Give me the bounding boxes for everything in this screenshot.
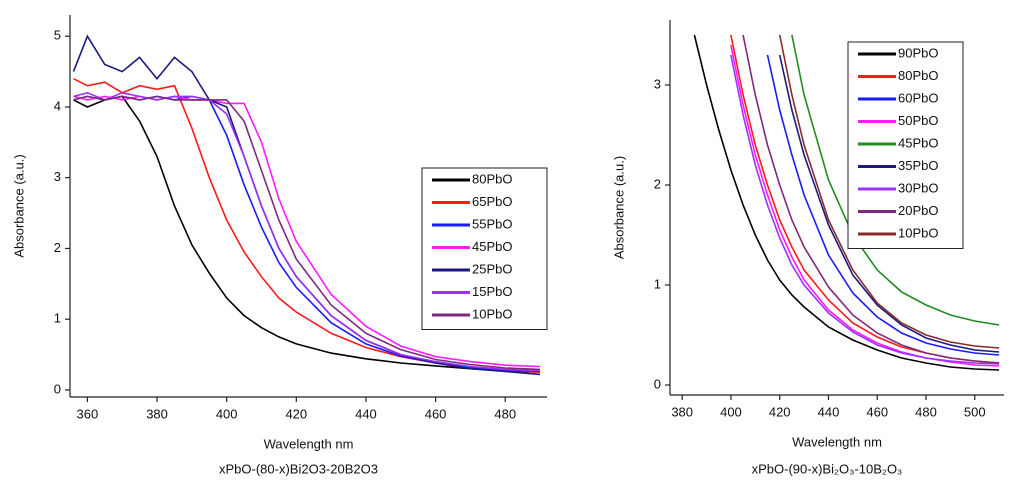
x-tick-label: 480 (915, 404, 937, 419)
x-tick-label: 400 (216, 406, 238, 421)
y-tick-label: 2 (54, 240, 61, 255)
panel: 360 380 400 420 440 460 480 0 1 2 3 4 5 Wavelength nm… (11, 15, 548, 476)
data-line (742, 34, 1000, 364)
y-tick-label: 4 (54, 98, 61, 113)
y-axis-label: Absorbance (a.u.) (11, 154, 26, 257)
legend-label: 50PbO (898, 113, 938, 128)
data-line (778, 54, 1000, 353)
legend-label: 80PbO (472, 171, 512, 186)
legend-label: 60PbO (898, 90, 938, 105)
plot-lines (72, 34, 541, 376)
legend-label: 10PbO (472, 306, 512, 321)
y-tick-label: 1 (654, 276, 661, 291)
x-tick-label: 500 (964, 404, 986, 419)
y-tick-label: 5 (54, 28, 61, 43)
x-tick-label: 460 (866, 404, 888, 419)
y-tick-label: 0 (54, 381, 61, 396)
legend-label: 45PbO (898, 135, 938, 150)
data-line (73, 91, 541, 372)
x-tick-label: 440 (818, 404, 840, 419)
x-tick-label: 480 (494, 406, 516, 421)
y-axis-label: Absorbance (a.u.) (611, 156, 626, 259)
legend-label: 65PbO (472, 194, 512, 209)
data-line (778, 34, 1000, 349)
x-axis-label: Wavelength nm (264, 436, 354, 451)
x-tick-label: 400 (720, 404, 742, 419)
legend-label: 55PbO (472, 216, 512, 231)
legend-label: 90PbO (898, 45, 938, 60)
legend-label: 80PbO (898, 68, 938, 83)
x-axis-label: Wavelength nm (792, 434, 882, 449)
plot-lines (693, 34, 1000, 371)
legend-label: 20PbO (898, 203, 938, 218)
y-tick-label: 3 (654, 76, 661, 91)
caption: xPbO-(80-x)Bi2O3-20B2O3 (219, 461, 378, 476)
legend-label: 30PbO (898, 180, 938, 195)
legend-label: 10PbO (898, 225, 938, 240)
data-line (766, 54, 1000, 356)
legend-label: 45PbO (472, 239, 512, 254)
x-tick-label: 360 (77, 406, 99, 421)
x-tick-label: 460 (425, 406, 447, 421)
x-tick-label: 440 (355, 406, 377, 421)
legend-label: 25PbO (472, 261, 512, 276)
caption: xPbO-(90-x)Bi₂O₃-10B₂O₃ (752, 461, 903, 476)
data-line (73, 95, 541, 371)
data-line (693, 34, 1000, 371)
legend-label: 35PbO (898, 158, 938, 173)
x-tick-label: 380 (671, 404, 693, 419)
x-tick-label: 420 (769, 404, 791, 419)
data-line (73, 95, 541, 368)
y-tick-label: 3 (54, 169, 61, 184)
y-tick-label: 2 (654, 176, 661, 191)
data-line (730, 54, 1000, 365)
x-tick-label: 380 (146, 406, 168, 421)
y-tick-label: 0 (654, 376, 661, 391)
data-line (791, 34, 1000, 326)
panel: 380 400 420 440 460 480 500 0 1 2 3 Wavelength nm Ab… (611, 20, 1004, 476)
data-line (73, 95, 541, 373)
y-tick-label: 1 (54, 311, 61, 326)
x-tick-label: 420 (285, 406, 307, 421)
legend-label: 15PbO (472, 284, 512, 299)
